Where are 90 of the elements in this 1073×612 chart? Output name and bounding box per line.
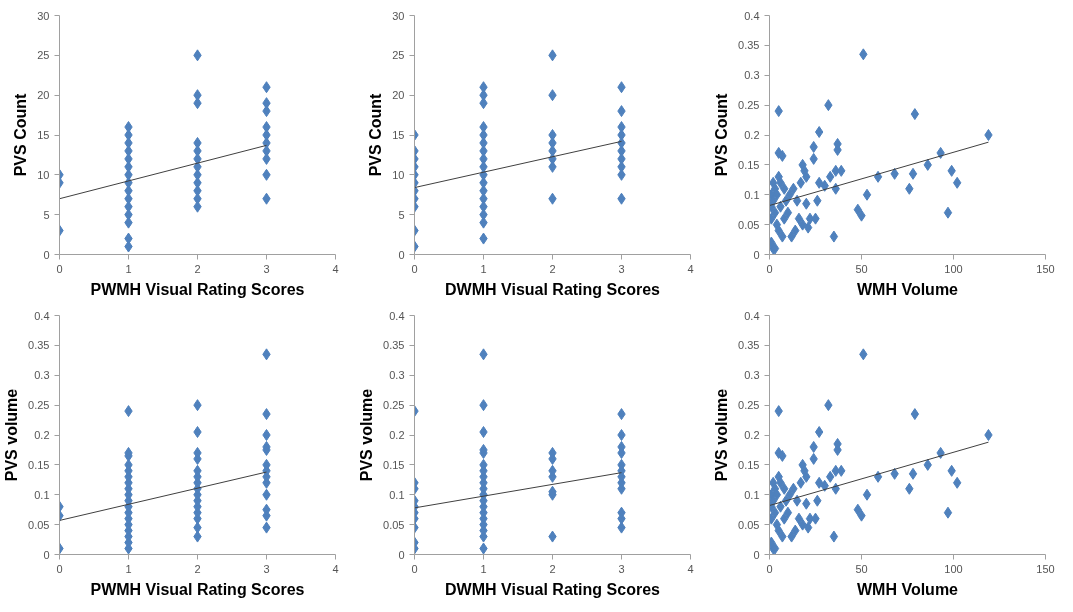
y-tick-label: 0.35	[738, 339, 760, 352]
y-tick-label: 0	[398, 548, 405, 561]
x-axis-title: WMH Volume	[856, 280, 959, 298]
x-tick-label: 2	[194, 262, 201, 275]
y-tick-label: 0.1	[744, 488, 760, 501]
x-tick-label: 2	[549, 562, 556, 575]
y-tick-label: 0.2	[389, 429, 405, 441]
x-tick-label: 0	[411, 562, 418, 575]
x-axis-title: WMH Volume	[856, 580, 959, 598]
y-tick-label: 0.35	[383, 339, 405, 352]
y-tick-label: 5	[43, 208, 50, 221]
y-tick-label: 0	[753, 548, 760, 561]
y-axis-title: PVS Count	[12, 93, 30, 177]
x-tick-label: 150	[1036, 262, 1055, 275]
y-tick-label: 0.25	[28, 399, 50, 412]
y-tick-label: 0.15	[738, 158, 760, 171]
x-tick-label: 50	[855, 262, 868, 275]
y-tick-label: 0.1	[744, 188, 760, 201]
y-tick-label: 0.2	[744, 429, 760, 441]
x-tick-label: 4	[332, 262, 339, 275]
y-tick-label: 0.25	[738, 399, 760, 412]
y-axis-title: PVS volume	[358, 388, 376, 482]
y-tick-label: 0.2	[744, 129, 760, 141]
y-tick-label: 0.15	[383, 458, 405, 471]
x-tick-label: 4	[687, 262, 694, 275]
y-tick-label: 0.3	[744, 69, 760, 82]
x-tick-label: 4	[332, 562, 339, 575]
x-tick-label: 50	[855, 562, 868, 575]
y-tick-label: 0.4	[744, 309, 760, 322]
x-tick-label: 0	[766, 262, 773, 275]
y-tick-label: 0.25	[738, 99, 760, 112]
x-tick-label: 150	[1036, 562, 1055, 575]
y-tick-label: 0.35	[28, 339, 50, 352]
y-tick-label: 0	[43, 248, 50, 261]
y-tick-label: 15	[392, 129, 405, 141]
x-tick-label: 2	[549, 262, 556, 275]
x-tick-label: 3	[263, 562, 270, 575]
x-tick-label: 1	[480, 562, 487, 575]
y-tick-label: 0.4	[389, 309, 405, 322]
x-tick-label: 2	[194, 562, 201, 575]
y-tick-label: 0	[43, 548, 50, 561]
x-tick-label: 1	[125, 562, 132, 575]
y-tick-label: 20	[37, 89, 50, 102]
y-tick-label: 15	[37, 129, 50, 141]
x-tick-label: 0	[56, 262, 63, 275]
x-tick-label: 0	[56, 562, 63, 575]
y-tick-label: 25	[392, 49, 405, 62]
y-axis-title: PVS volume	[3, 388, 21, 482]
y-axis-title: PVS Count	[713, 93, 731, 177]
x-tick-label: 3	[618, 562, 625, 575]
x-axis-title: DWMH Visual Rating Scores	[445, 280, 661, 298]
y-tick-label: 0.15	[738, 458, 760, 471]
y-tick-label: 0	[398, 248, 405, 261]
y-tick-label: 0.1	[389, 488, 405, 501]
x-tick-label: 3	[618, 262, 625, 275]
y-tick-label: 0.2	[34, 429, 50, 441]
x-tick-label: 4	[687, 562, 694, 575]
y-tick-label: 0.4	[34, 309, 50, 322]
x-axis-title: PWMH Visual Rating Scores	[90, 580, 305, 598]
y-tick-label: 0.3	[744, 369, 760, 382]
y-axis-title: PVS Count	[367, 93, 385, 177]
y-tick-label: 0.3	[34, 369, 50, 382]
x-tick-label: 100	[944, 262, 963, 275]
y-tick-label: 0.35	[738, 39, 760, 52]
x-tick-label: 1	[480, 262, 487, 275]
y-tick-label: 0.05	[28, 518, 50, 531]
y-tick-label: 20	[392, 89, 405, 102]
y-tick-label: 0.05	[383, 518, 405, 531]
y-tick-label: 10	[392, 168, 405, 181]
y-tick-label: 0.1	[34, 488, 50, 501]
y-tick-label: 0.05	[738, 518, 760, 531]
x-tick-label: 0	[766, 562, 773, 575]
y-tick-label: 10	[37, 168, 50, 181]
y-tick-label: 0.3	[389, 369, 405, 382]
y-tick-label: 0.15	[28, 458, 50, 471]
y-tick-label: 0	[753, 248, 760, 261]
y-tick-label: 5	[398, 208, 405, 221]
y-axis-title: PVS volume	[713, 388, 731, 482]
y-tick-label: 0.25	[383, 399, 405, 412]
y-tick-label: 30	[392, 9, 405, 22]
y-tick-label: 0.4	[744, 9, 760, 22]
x-tick-label: 3	[263, 262, 270, 275]
x-tick-label: 100	[944, 562, 963, 575]
x-axis-title: PWMH Visual Rating Scores	[90, 280, 305, 298]
x-tick-label: 1	[125, 262, 132, 275]
y-tick-label: 25	[37, 49, 50, 62]
y-tick-label: 0.05	[738, 218, 760, 231]
x-tick-label: 0	[411, 262, 418, 275]
y-tick-label: 30	[37, 9, 50, 22]
x-axis-title: DWMH Visual Rating Scores	[445, 580, 661, 598]
